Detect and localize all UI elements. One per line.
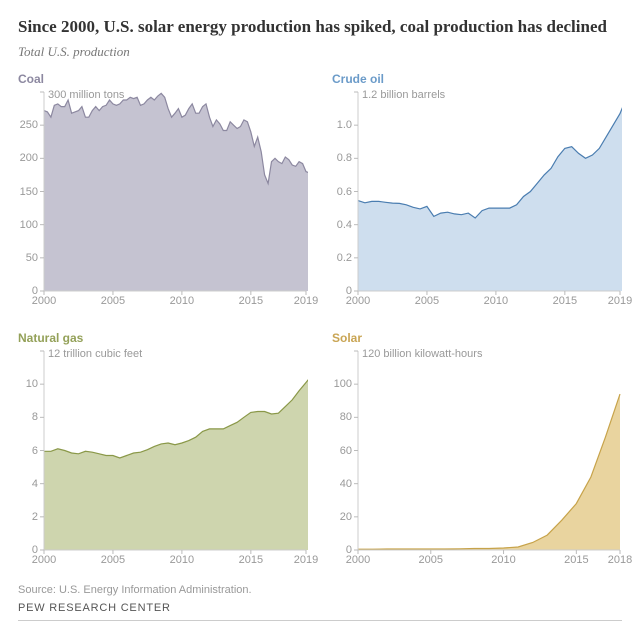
y-tick-label: 40 [340, 478, 352, 490]
x-tick-label: 2018 [608, 554, 632, 566]
y-tick-label: 50 [26, 252, 38, 264]
y-tick-label: 20 [340, 511, 352, 523]
y-tick-label: 10 [26, 378, 38, 390]
x-tick-label: 2015 [553, 295, 577, 307]
y-tick-label: 0.6 [337, 186, 352, 198]
y-tick-label: 80 [340, 411, 352, 423]
x-tick-label: 2005 [415, 295, 439, 307]
y-tick-label: 6 [32, 445, 38, 457]
x-tick-label: 2010 [170, 554, 194, 566]
y-tick-label: 1.0 [337, 119, 352, 131]
x-tick-label: 2000 [346, 554, 370, 566]
chart-svg-coal [18, 88, 308, 309]
x-tick-label: 2005 [101, 554, 125, 566]
y-tick-label: 150 [20, 186, 38, 198]
area-coal [44, 93, 308, 291]
y-tick-label: 8 [32, 411, 38, 423]
y-tick-label: 2 [32, 511, 38, 523]
panel-unit-crude-oil: 1.2 billion barrels [362, 89, 445, 101]
y-tick-label: 0.4 [337, 219, 352, 231]
x-tick-label: 2010 [491, 554, 515, 566]
area-solar [358, 394, 620, 550]
panel-unit-natural-gas: 12 trillion cubic feet [48, 348, 142, 360]
panel-grid: Coal300 million tons05010015020025020002… [18, 72, 622, 570]
y-tick-label: 100 [20, 219, 38, 231]
panel-unit-solar: 120 billion kilowatt-hours [362, 348, 482, 360]
x-tick-label: 2000 [32, 554, 56, 566]
panel-natural-gas: Natural gas12 trillion cubic feet0246810… [18, 331, 308, 570]
panel-unit-coal: 300 million tons [48, 89, 124, 101]
chart-subtitle: Total U.S. production [18, 44, 622, 60]
x-tick-label: 2015 [564, 554, 588, 566]
x-tick-label: 2015 [239, 554, 263, 566]
chart-box-coal: 05010015020025020002005201020152019 [18, 88, 308, 309]
panel-solar: Solar120 billion kilowatt-hours020406080… [332, 331, 622, 570]
x-tick-label: 2019 [608, 295, 632, 307]
panel-coal: Coal300 million tons05010015020025020002… [18, 72, 308, 311]
panel-crude-oil: Crude oil1.2 billion barrels00.20.40.60.… [332, 72, 622, 311]
y-tick-label: 250 [20, 119, 38, 131]
area-natural-gas [44, 378, 308, 550]
y-tick-label: 0.2 [337, 252, 352, 264]
x-tick-label: 2019 [294, 295, 318, 307]
y-tick-label: 4 [32, 478, 38, 490]
y-tick-label: 200 [20, 152, 38, 164]
x-tick-label: 2000 [32, 295, 56, 307]
chart-box-natural-gas: 024681020002005201020152019 [18, 347, 308, 568]
x-tick-label: 2010 [484, 295, 508, 307]
y-tick-label: 0.8 [337, 152, 352, 164]
chart-svg-crude-oil [332, 88, 622, 309]
source-text: Source: U.S. Energy Information Administ… [18, 584, 622, 596]
bottom-rule [18, 620, 622, 621]
chart-box-solar: 02040608010020002005201020152018 [332, 347, 622, 568]
x-tick-label: 2019 [294, 554, 318, 566]
x-tick-label: 2005 [101, 295, 125, 307]
chart-title: Since 2000, U.S. solar energy production… [18, 16, 622, 38]
x-tick-label: 2015 [239, 295, 263, 307]
y-tick-label: 100 [334, 378, 352, 390]
chart-svg-solar [332, 347, 622, 568]
panel-title-solar: Solar [332, 331, 622, 345]
panel-title-crude-oil: Crude oil [332, 72, 622, 86]
panel-title-natural-gas: Natural gas [18, 331, 308, 345]
x-tick-label: 2005 [419, 554, 443, 566]
footer-text: PEW RESEARCH CENTER [18, 602, 622, 614]
x-tick-label: 2000 [346, 295, 370, 307]
area-crude-oil [358, 105, 622, 291]
chart-svg-natural-gas [18, 347, 308, 568]
chart-box-crude-oil: 00.20.40.60.81.020002005201020152019 [332, 88, 622, 309]
y-tick-label: 60 [340, 445, 352, 457]
x-tick-label: 2010 [170, 295, 194, 307]
panel-title-coal: Coal [18, 72, 308, 86]
